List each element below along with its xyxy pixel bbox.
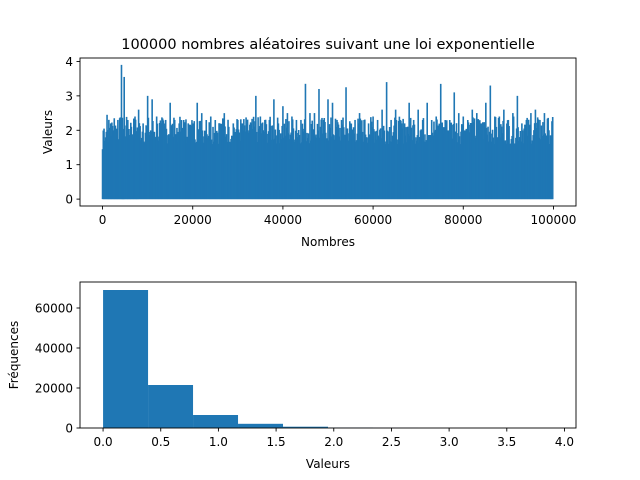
histogram-bar bbox=[148, 385, 194, 428]
bottom-x-axis-label: Valeurs bbox=[306, 457, 350, 471]
top-subplot: 100000 nombres aléatoires suivant une lo… bbox=[41, 37, 577, 249]
top-x-tick-label: 0 bbox=[99, 213, 107, 227]
bottom-y-tick-label: 0 bbox=[65, 422, 73, 436]
bottom-x-tick-label: 0.0 bbox=[94, 435, 113, 449]
bottom-x-tick-label: 3.5 bbox=[497, 435, 516, 449]
bottom-x-tick-label: 1.0 bbox=[209, 435, 228, 449]
top-axis-ticks: 0 20000 40000 60000 80000 100000 0 1 2 3 4 bbox=[65, 55, 576, 227]
bottom-x-tick-label: 2.0 bbox=[324, 435, 343, 449]
top-x-tick-label: 40000 bbox=[264, 213, 302, 227]
bottom-x-tick-label: 4.0 bbox=[555, 435, 574, 449]
bottom-y-tick-label: 40000 bbox=[35, 342, 73, 356]
top-y-tick-label: 1 bbox=[65, 158, 73, 172]
top-chart-title: 100000 nombres aléatoires suivant une lo… bbox=[121, 37, 535, 53]
top-x-tick-label: 80000 bbox=[444, 213, 482, 227]
top-x-tick-label: 20000 bbox=[174, 213, 212, 227]
top-y-axis-label: Valeurs bbox=[41, 110, 55, 154]
top-x-tick-label: 60000 bbox=[354, 213, 392, 227]
top-y-tick-label: 0 bbox=[65, 193, 73, 207]
top-y-tick-label: 2 bbox=[65, 124, 73, 138]
bottom-y-tick-label: 20000 bbox=[35, 382, 73, 396]
bottom-x-tick-label: 1.5 bbox=[267, 435, 286, 449]
bottom-x-tick-label: 0.5 bbox=[151, 435, 170, 449]
histogram-bar bbox=[193, 415, 239, 428]
top-x-axis-label: Nombres bbox=[301, 235, 355, 249]
top-y-tick-label: 4 bbox=[65, 55, 73, 69]
bottom-plot-frame bbox=[79, 281, 577, 429]
histogram-bars bbox=[103, 290, 553, 428]
histogram-bar bbox=[283, 426, 328, 428]
bottom-axis-ticks: 0.0 0.5 1.0 1.5 2.0 2.5 3.0 3.5 4.0 0 20000 40000 60… bbox=[35, 302, 574, 450]
histogram-bar bbox=[238, 423, 284, 428]
top-series-line bbox=[101, 64, 554, 200]
top-y-tick-label: 3 bbox=[65, 89, 73, 103]
top-plot-frame bbox=[79, 57, 577, 207]
bottom-x-tick-label: 2.5 bbox=[382, 435, 401, 449]
bottom-y-tick-label: 60000 bbox=[35, 302, 73, 316]
bottom-subplot: 0.0 0.5 1.0 1.5 2.0 2.5 3.0 3.5 4.0 0 20000 40000 60… bbox=[7, 281, 577, 471]
bottom-x-tick-label: 3.0 bbox=[440, 435, 459, 449]
histogram-bar bbox=[103, 290, 149, 428]
top-x-tick-label: 100000 bbox=[531, 213, 577, 227]
bottom-y-axis-label: Fréquences bbox=[7, 321, 21, 390]
